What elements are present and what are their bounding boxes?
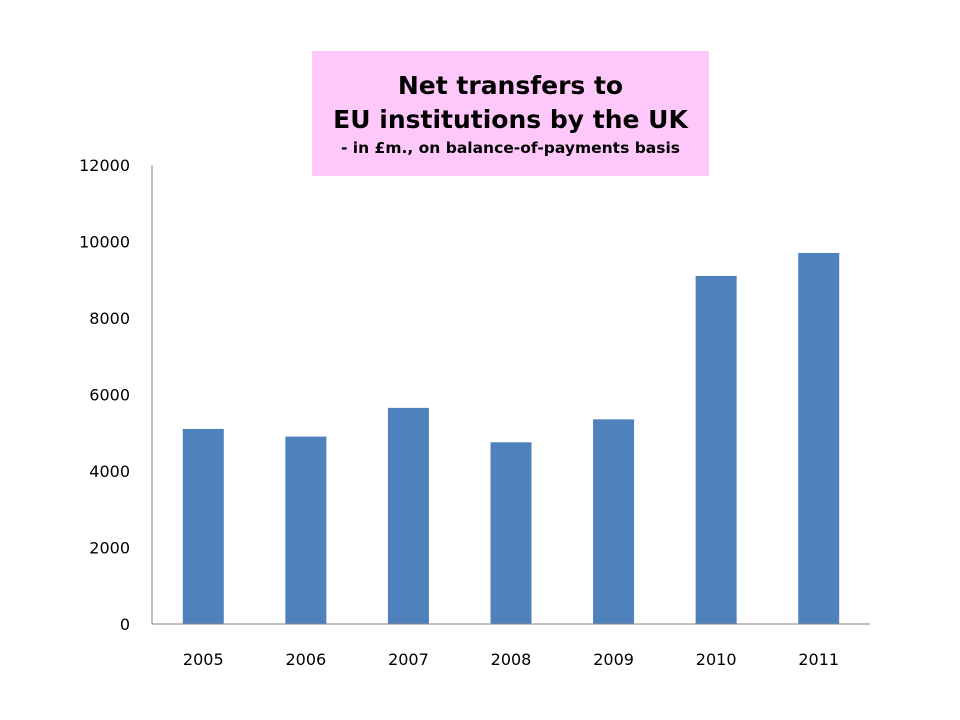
bar-2008: [490, 442, 532, 624]
chart-title-line-1: Net transfers to: [397, 70, 624, 100]
x-tick-label: 2005: [183, 650, 224, 669]
x-tick-label: 2009: [593, 650, 634, 669]
x-tick-label: 2010: [696, 650, 737, 669]
bar-2007: [387, 407, 429, 624]
x-tick-label: 2011: [798, 650, 839, 669]
bar-2005: [182, 428, 224, 624]
bar-series: [182, 252, 840, 624]
bar-2006: [285, 436, 327, 624]
x-tick-label: 2007: [388, 650, 429, 669]
y-tick-label: 10000: [79, 233, 130, 252]
chart-subtitle: - in £m., on balance-of-payments basis: [340, 138, 681, 157]
chart-title-box: Net transfers to EU institutions by the …: [312, 51, 709, 176]
y-axis-ticks: 0 2000 4000 6000 8000 10000 12000: [79, 156, 130, 634]
x-axis-ticks: 2005 2006 2007 2008 2009 2010 2011: [183, 650, 839, 669]
chart-title-line-2: EU institutions by the UK: [333, 104, 688, 134]
bar-2010: [695, 275, 737, 624]
x-tick-label: 2006: [285, 650, 326, 669]
y-tick-label: 12000: [79, 156, 130, 175]
x-tick-label: 2008: [491, 650, 532, 669]
y-tick-label: 2000: [89, 539, 130, 558]
y-tick-label: 4000: [89, 462, 130, 481]
bar-2011: [798, 252, 840, 624]
y-tick-label: 6000: [89, 386, 130, 405]
y-tick-label: 8000: [89, 309, 130, 328]
bar-2009: [593, 419, 635, 624]
y-tick-label: 0: [120, 615, 130, 634]
